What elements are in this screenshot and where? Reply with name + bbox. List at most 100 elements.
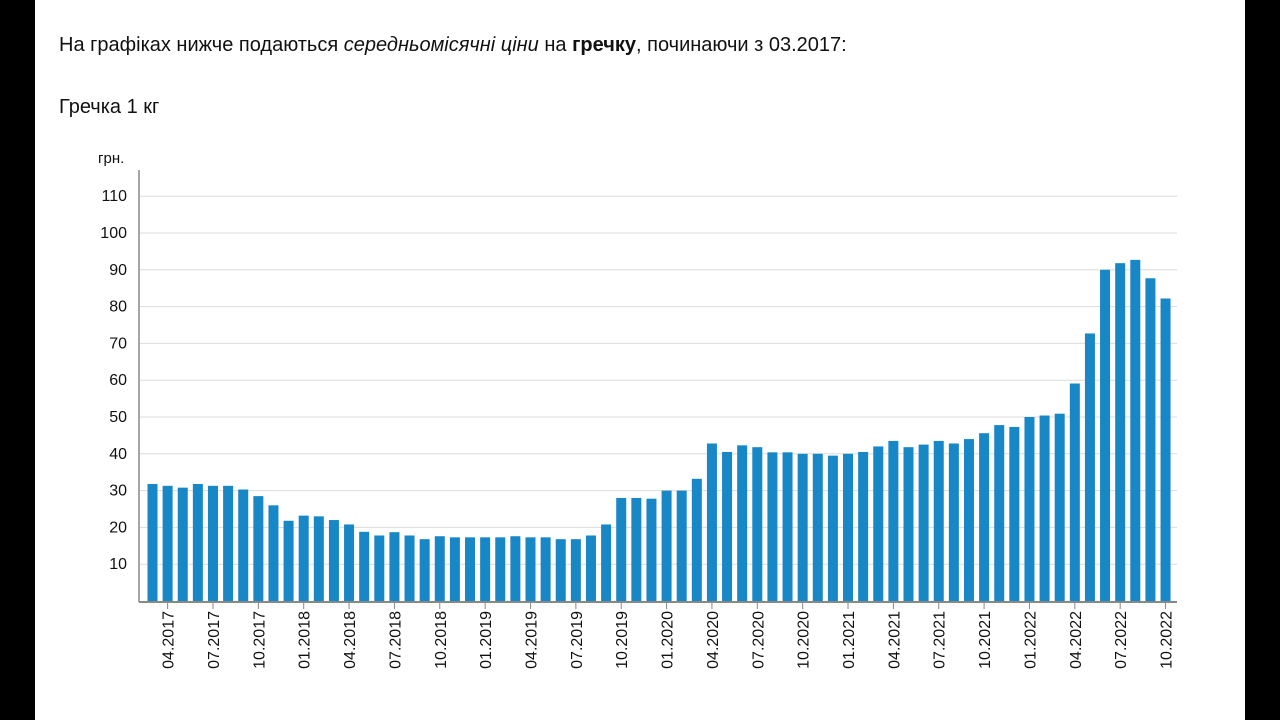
y-tick-label: 110 xyxy=(101,188,127,205)
x-tick-label: 04.2021 xyxy=(886,611,903,669)
bar xyxy=(933,440,944,601)
bar xyxy=(1160,298,1171,601)
bar xyxy=(1084,333,1095,601)
x-tick-label: 01.2020 xyxy=(660,611,677,669)
bar xyxy=(192,483,203,601)
x-tick-label: 01.2019 xyxy=(478,611,495,669)
intro-part3: , починаючи з 03.2017: xyxy=(636,34,847,56)
y-tick-label: 30 xyxy=(109,483,127,500)
bar xyxy=(601,524,612,601)
bar xyxy=(374,535,385,601)
x-tick-label: 07.2022 xyxy=(1113,611,1130,669)
x-tick-label: 04.2017 xyxy=(161,611,178,669)
bar xyxy=(994,425,1005,601)
bar xyxy=(298,515,309,601)
bar xyxy=(434,536,445,601)
bar xyxy=(465,537,476,601)
bar xyxy=(207,485,218,601)
intro-part1: На графіках нижче подаються xyxy=(59,34,344,56)
bar xyxy=(1009,426,1020,601)
y-tick-label: 60 xyxy=(109,372,127,389)
bar xyxy=(147,483,158,601)
x-tick-label: 10.2020 xyxy=(796,611,813,669)
bar xyxy=(1100,269,1111,601)
bar xyxy=(268,505,279,601)
bar xyxy=(1145,278,1156,601)
bar xyxy=(918,444,929,601)
x-tick-label: 04.2018 xyxy=(342,611,359,669)
bar xyxy=(1024,417,1035,601)
bar xyxy=(1115,263,1126,601)
bar xyxy=(510,536,521,601)
intro-text: На графіках нижче подаються середньоміся… xyxy=(59,34,847,57)
bar xyxy=(963,439,974,601)
bar xyxy=(722,451,733,601)
y-tick-label: 80 xyxy=(109,299,127,316)
bar xyxy=(495,537,506,601)
bar xyxy=(948,443,959,601)
x-tick-label: 07.2021 xyxy=(932,611,949,669)
bar xyxy=(480,537,491,601)
x-tick-label: 10.2022 xyxy=(1159,611,1176,669)
bar xyxy=(873,446,884,601)
bar xyxy=(797,453,808,601)
bar xyxy=(313,516,324,601)
bar xyxy=(767,452,778,601)
bar xyxy=(585,535,596,601)
bar xyxy=(706,443,717,601)
chart-title: Гречка 1 кг xyxy=(59,96,160,118)
bar xyxy=(827,455,838,601)
bar xyxy=(525,537,536,601)
x-tick-label: 04.2022 xyxy=(1068,611,1085,669)
bar xyxy=(858,451,869,601)
x-tick-label: 01.2021 xyxy=(841,611,858,669)
y-tick-label: 90 xyxy=(109,262,127,279)
x-tick-label: 04.2019 xyxy=(524,611,541,669)
page: На графіках нижче подаються середньоміся… xyxy=(35,0,1245,720)
bar xyxy=(616,497,627,601)
bar xyxy=(631,497,642,601)
y-tick-label: 70 xyxy=(109,335,127,352)
bar xyxy=(404,535,415,601)
y-tick-label: 100 xyxy=(100,225,127,242)
bar xyxy=(555,539,566,601)
y-tick-label: 20 xyxy=(109,519,127,536)
x-tick-label: 07.2019 xyxy=(569,611,586,669)
bar xyxy=(449,537,460,601)
bar xyxy=(903,447,914,601)
bar xyxy=(737,445,748,601)
y-axis-label: грн. xyxy=(98,150,124,167)
bar xyxy=(238,489,249,601)
bar xyxy=(888,440,899,601)
bar xyxy=(359,531,370,601)
x-tick-label: 10.2021 xyxy=(977,611,994,669)
y-tick-label: 50 xyxy=(109,409,127,426)
bar xyxy=(1130,259,1141,601)
bar-chart: 10 20 30 40 50 60 70 80 90 100 110 грн. 04.2017 07.20… xyxy=(98,150,1177,669)
intro-part2: на xyxy=(538,34,573,56)
x-tick-label: 10.2018 xyxy=(433,611,450,669)
bar xyxy=(177,487,188,601)
bar xyxy=(570,539,581,601)
bar xyxy=(1039,415,1050,601)
bar xyxy=(344,524,355,601)
bar xyxy=(843,453,854,601)
bar xyxy=(389,532,400,601)
x-tick-label: 07.2018 xyxy=(387,611,404,669)
bar xyxy=(1069,383,1080,601)
bar xyxy=(540,537,551,601)
bar xyxy=(752,447,763,601)
x-tick-label: 01.2022 xyxy=(1022,611,1039,669)
bar xyxy=(661,490,672,601)
bar xyxy=(419,539,430,601)
bar xyxy=(782,452,793,601)
x-tick-label: 07.2020 xyxy=(750,611,767,669)
intro-italic: середньомісячні ціни xyxy=(343,34,539,56)
x-tick-label: 10.2017 xyxy=(251,611,268,669)
x-tick-label: 07.2017 xyxy=(206,611,223,669)
x-tick-label: 10.2019 xyxy=(614,611,631,669)
bar xyxy=(162,485,173,601)
y-tick-label: 10 xyxy=(109,556,127,573)
intro-bold: гречку xyxy=(572,34,637,56)
bar xyxy=(812,453,823,601)
